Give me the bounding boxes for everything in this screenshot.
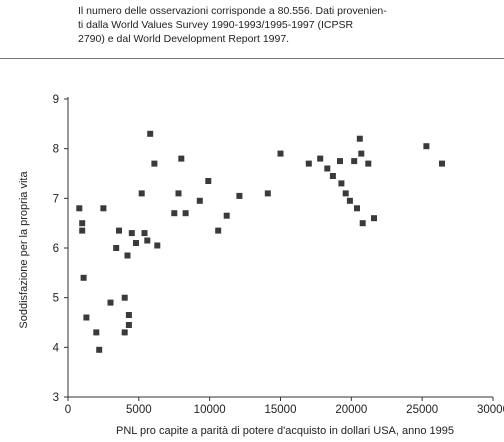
data-point bbox=[151, 160, 158, 167]
data-point bbox=[305, 160, 312, 167]
note-line: 2790) e dal World Development Report 199… bbox=[78, 33, 290, 45]
y-tick-label: 8 bbox=[53, 144, 59, 156]
data-point bbox=[175, 190, 182, 197]
data-point bbox=[125, 312, 132, 318]
data-point bbox=[329, 173, 336, 179]
data-point bbox=[93, 329, 100, 336]
x-tick-label: 10000 bbox=[194, 404, 226, 416]
data-point bbox=[264, 190, 271, 197]
data-point bbox=[124, 252, 131, 259]
data-point bbox=[439, 160, 445, 167]
y-tick-label: 5 bbox=[53, 293, 59, 305]
data-point bbox=[100, 205, 107, 212]
data-point bbox=[133, 240, 139, 246]
data-point bbox=[371, 215, 377, 222]
data-point bbox=[138, 190, 145, 197]
x-tick-label: 30000 bbox=[477, 404, 504, 416]
y-tick-label: 4 bbox=[53, 342, 60, 354]
data-point bbox=[215, 227, 222, 234]
data-point bbox=[277, 150, 284, 157]
y-tick-label: 7 bbox=[53, 193, 59, 205]
data-point bbox=[223, 212, 230, 219]
data-point bbox=[113, 245, 120, 251]
data-point bbox=[79, 220, 86, 227]
data-point bbox=[178, 155, 185, 162]
data-point bbox=[171, 210, 178, 217]
data-point bbox=[79, 227, 86, 234]
x-tick-label: 5000 bbox=[126, 404, 152, 416]
data-point bbox=[346, 197, 353, 204]
data-point bbox=[128, 230, 135, 237]
data-point bbox=[356, 135, 363, 142]
y-axis-title: Soddisfazione per la propria vita bbox=[18, 171, 30, 329]
data-point bbox=[338, 180, 345, 187]
data-point bbox=[359, 220, 366, 227]
data-point bbox=[116, 227, 122, 234]
data-point bbox=[205, 178, 212, 184]
data-point bbox=[121, 329, 128, 336]
data-point bbox=[182, 210, 189, 217]
axes: 3 4 5 6 7 8 9 0 5000 10000 15000 20000 25000 30000 bbox=[53, 94, 504, 416]
note-line: ti dalla World Values Survey 1990-1993/1… bbox=[78, 19, 354, 31]
data-point bbox=[236, 192, 243, 199]
data-point bbox=[365, 160, 372, 167]
data-point bbox=[358, 150, 365, 157]
y-tick-label: 6 bbox=[53, 243, 59, 255]
x-axis-title: PNL pro capite a parità di potere d'acqu… bbox=[116, 425, 454, 437]
data-point bbox=[354, 205, 360, 212]
data-points bbox=[76, 130, 445, 353]
y-tick-label: 3 bbox=[53, 392, 59, 404]
x-tick-label: 15000 bbox=[265, 404, 297, 416]
x-tick-label: 20000 bbox=[335, 404, 367, 416]
data-point bbox=[83, 314, 90, 321]
x-tick-label: 25000 bbox=[406, 404, 438, 416]
data-point bbox=[324, 165, 331, 172]
data-point bbox=[141, 230, 148, 237]
x-tick-label: 0 bbox=[65, 404, 71, 416]
data-point bbox=[154, 242, 161, 249]
separator-rule bbox=[0, 58, 504, 59]
data-point bbox=[337, 158, 343, 165]
data-point bbox=[196, 197, 203, 204]
note-line: Il numero delle osservazioni corrisponde… bbox=[78, 5, 387, 17]
data-point bbox=[342, 190, 349, 197]
data-point bbox=[107, 299, 114, 306]
data-point bbox=[317, 155, 324, 162]
data-point bbox=[121, 294, 128, 301]
data-point bbox=[80, 274, 87, 281]
data-point bbox=[144, 237, 151, 244]
data-point bbox=[96, 346, 103, 353]
data-point bbox=[76, 205, 83, 212]
data-point bbox=[351, 158, 358, 165]
data-point bbox=[423, 143, 430, 150]
y-tick-label: 9 bbox=[53, 94, 59, 106]
data-point bbox=[125, 322, 132, 328]
data-point bbox=[147, 130, 154, 137]
chart-note: Il numero delle osservazioni corrisponde… bbox=[78, 4, 502, 46]
